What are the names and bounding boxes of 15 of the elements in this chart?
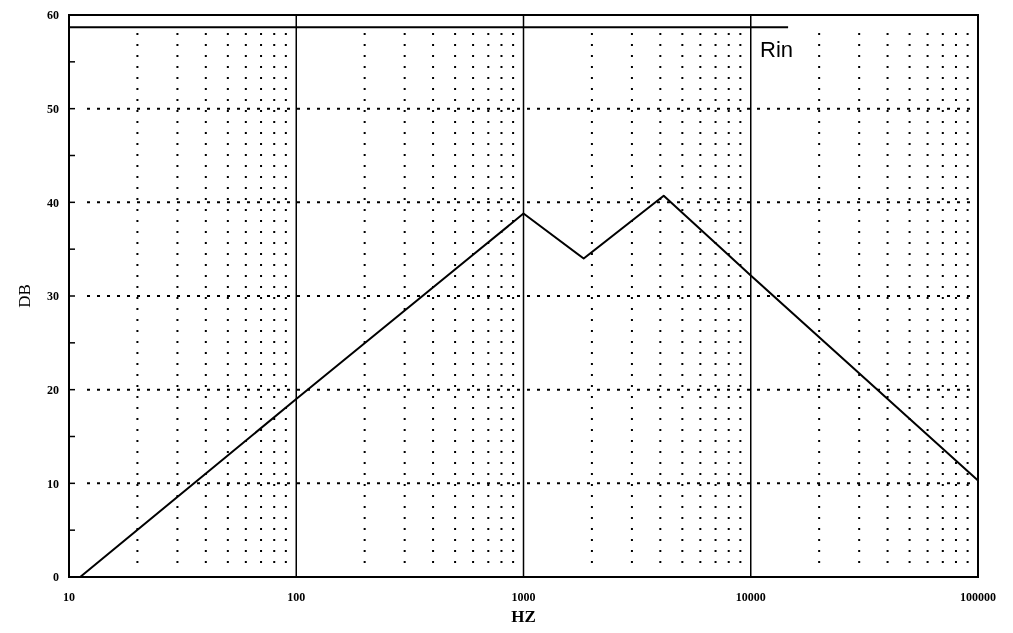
y-axis-title: DB	[15, 284, 34, 308]
y-tick-label: 10	[47, 476, 59, 491]
y-tick-label: 30	[47, 289, 59, 304]
x-tick-label: 10	[63, 590, 75, 604]
y-tick-label: 60	[47, 8, 59, 23]
y-tick-label: 20	[47, 382, 59, 397]
series-label: Rin	[760, 37, 794, 63]
y-tick-label: 0	[53, 570, 59, 585]
x-tick-label: 100	[287, 590, 306, 604]
y-tick-label: 50	[47, 101, 59, 116]
x-tick-label: 10000	[735, 590, 766, 604]
y-tick-label: 40	[47, 195, 59, 210]
x-tick-label: 1000	[511, 590, 536, 604]
x-tick-label: 100000	[960, 590, 996, 604]
x-axis-title: HZ	[511, 607, 536, 626]
